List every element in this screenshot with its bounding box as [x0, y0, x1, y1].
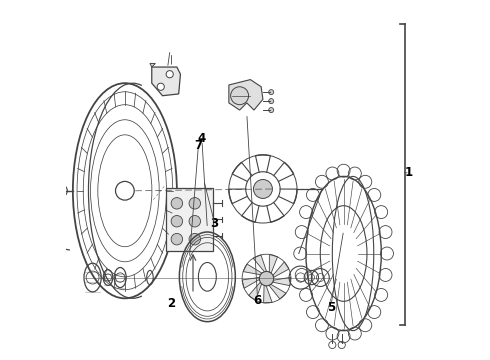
Text: 4: 4	[198, 132, 206, 145]
Circle shape	[58, 186, 68, 195]
Polygon shape	[264, 285, 272, 303]
Ellipse shape	[64, 186, 67, 196]
Polygon shape	[273, 262, 289, 277]
Circle shape	[189, 198, 200, 209]
Polygon shape	[270, 255, 277, 273]
Polygon shape	[242, 277, 259, 288]
Circle shape	[189, 233, 200, 245]
Circle shape	[189, 216, 200, 227]
Text: 3: 3	[211, 216, 219, 230]
Text: 6: 6	[253, 294, 262, 307]
Polygon shape	[269, 284, 286, 299]
Circle shape	[171, 198, 183, 209]
Circle shape	[269, 108, 274, 113]
Circle shape	[157, 83, 164, 90]
Text: 7: 7	[195, 139, 202, 152]
Text: 2: 2	[168, 297, 175, 310]
Polygon shape	[229, 80, 263, 110]
Circle shape	[231, 87, 248, 105]
Circle shape	[269, 99, 274, 104]
Circle shape	[171, 216, 183, 227]
Polygon shape	[152, 67, 180, 96]
Polygon shape	[273, 277, 291, 286]
Polygon shape	[243, 264, 262, 275]
Text: 1: 1	[405, 166, 413, 179]
Circle shape	[171, 233, 183, 245]
Polygon shape	[150, 63, 155, 67]
Circle shape	[253, 180, 272, 198]
Circle shape	[56, 188, 61, 194]
Polygon shape	[249, 282, 262, 300]
Text: 5: 5	[327, 301, 335, 314]
Circle shape	[259, 271, 274, 286]
Polygon shape	[253, 255, 267, 272]
Circle shape	[166, 71, 173, 78]
FancyBboxPatch shape	[166, 188, 213, 251]
Circle shape	[269, 90, 274, 95]
